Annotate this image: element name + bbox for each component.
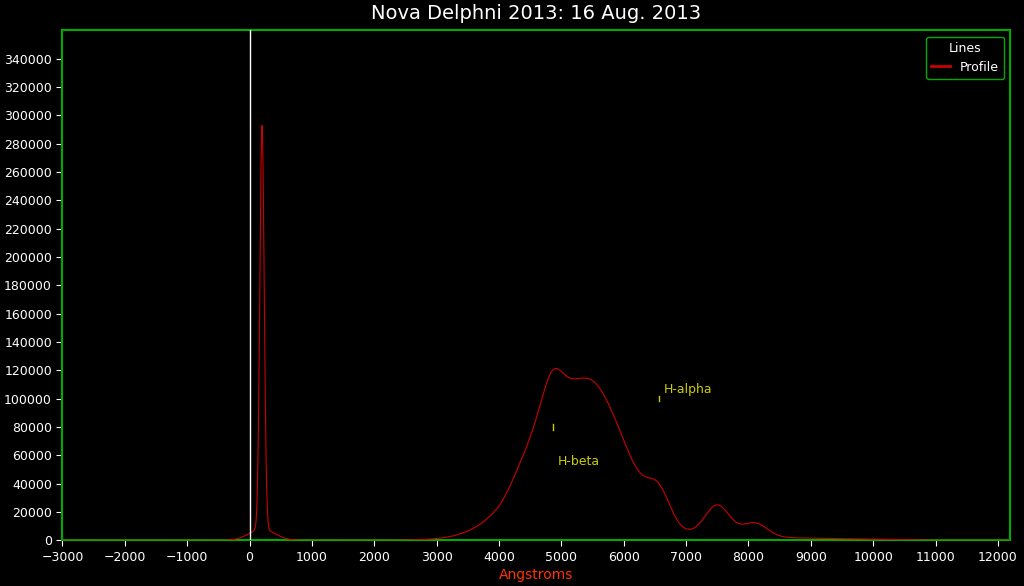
Text: H-alpha: H-alpha — [664, 383, 713, 396]
Legend: Profile: Profile — [927, 36, 1005, 79]
Title: Nova Delphni 2013: 16 Aug. 2013: Nova Delphni 2013: 16 Aug. 2013 — [372, 4, 701, 23]
Text: H-beta: H-beta — [558, 455, 600, 468]
X-axis label: Angstroms: Angstroms — [500, 568, 573, 582]
